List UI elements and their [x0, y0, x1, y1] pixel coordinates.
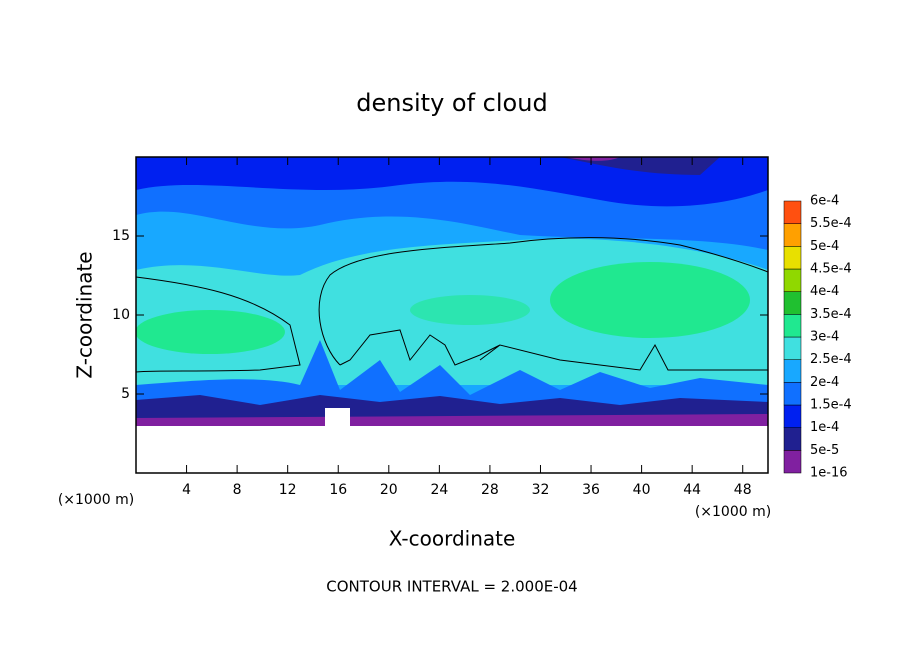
x-unit-label: (×1000 m)	[695, 504, 771, 520]
x-tick-label: 24	[430, 482, 448, 498]
y-tick-label: 10	[112, 307, 130, 323]
colorbar-label: 1.5e-4	[810, 398, 852, 413]
y-unit-label: (×1000 m)	[58, 492, 134, 508]
y-axis-label: Z-coordinate	[73, 251, 97, 378]
contour-fill	[550, 262, 750, 338]
x-tick-label: 36	[582, 482, 600, 498]
colorbar-swatch	[783, 359, 802, 383]
colorbar-swatch	[783, 427, 802, 451]
colorbar-label: 3e-4	[810, 330, 839, 345]
colorbar-label: 2.5e-4	[810, 352, 852, 367]
colorbar-swatch	[783, 382, 802, 406]
colorbar-swatch	[783, 450, 802, 474]
colorbar-swatch	[783, 246, 802, 270]
colorbar-swatch	[783, 223, 802, 247]
x-tick-label: 48	[734, 482, 752, 498]
chart-title: density of cloud	[356, 89, 547, 117]
x-tick-label: 28	[481, 482, 499, 498]
x-tick-label: 16	[329, 482, 347, 498]
colorbar-label: 5e-4	[810, 239, 839, 254]
colorbar-swatch	[783, 314, 802, 338]
colorbar-label: 2e-4	[810, 375, 839, 390]
colorbar-swatch	[783, 200, 802, 224]
colorbar-swatch	[783, 336, 802, 360]
contour-fill	[565, 157, 620, 161]
colorbar-swatch	[783, 404, 802, 428]
x-tick-label: 32	[532, 482, 550, 498]
colorbar-label: 4.5e-4	[810, 262, 852, 277]
contour-line	[318, 237, 768, 366]
x-tick-label: 12	[279, 482, 297, 498]
colorbar-swatch	[783, 268, 802, 292]
x-tick-label: 20	[380, 482, 398, 498]
colorbar-label: 5.5e-4	[810, 216, 852, 231]
contour-field	[136, 157, 768, 473]
colorbar-label: 1e-16	[810, 466, 848, 481]
colorbar-label: 4e-4	[810, 284, 839, 299]
x-tick-label: 8	[233, 482, 242, 498]
contour-fill	[560, 157, 720, 175]
contour-line	[136, 276, 301, 373]
footer-note: CONTOUR INTERVAL = 2.000E-04	[326, 578, 577, 596]
y-tick-label: 5	[121, 386, 130, 402]
contour-fill	[410, 295, 530, 325]
contour-fill	[136, 426, 768, 473]
contour-fill	[136, 310, 285, 354]
colorbar-label: 1e-4	[810, 420, 839, 435]
contour-fill	[325, 408, 350, 426]
x-axis-label: X-coordinate	[389, 527, 516, 551]
x-tick-label: 40	[633, 482, 651, 498]
y-tick-label: 15	[112, 228, 130, 244]
colorbar-label: 5e-5	[810, 443, 839, 458]
colorbar-label: 6e-4	[810, 194, 839, 209]
colorbar-swatch	[783, 291, 802, 315]
colorbar-label: 3.5e-4	[810, 307, 852, 322]
x-tick-label: 4	[182, 482, 191, 498]
x-tick-label: 44	[683, 482, 701, 498]
contour-line	[339, 329, 768, 371]
